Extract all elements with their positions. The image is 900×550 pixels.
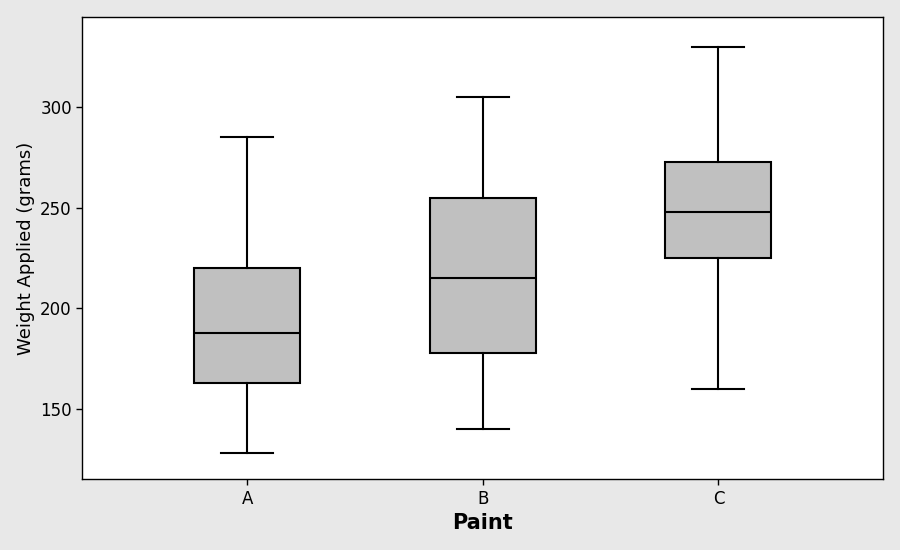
Y-axis label: Weight Applied (grams): Weight Applied (grams) bbox=[17, 141, 35, 355]
PathPatch shape bbox=[430, 197, 536, 353]
X-axis label: Paint: Paint bbox=[453, 513, 513, 533]
PathPatch shape bbox=[665, 162, 771, 258]
PathPatch shape bbox=[194, 268, 301, 383]
